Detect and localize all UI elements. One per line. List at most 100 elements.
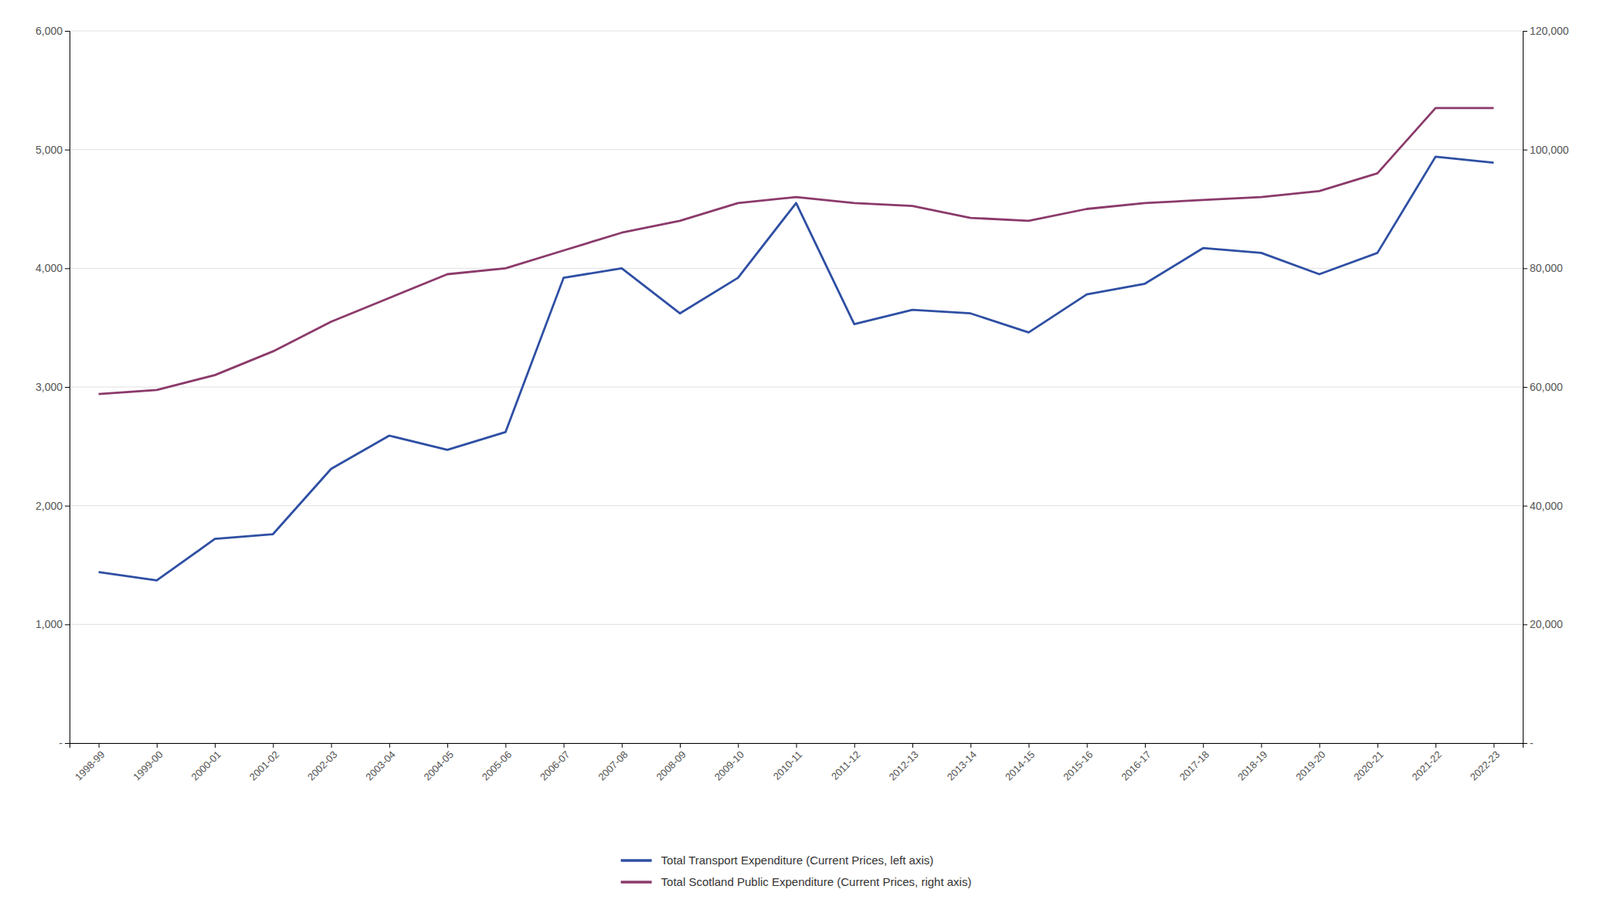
tick-label: 2016-17: [1118, 748, 1153, 783]
tick: -: [58, 737, 70, 750]
tick: 2020-21: [1351, 743, 1386, 783]
tick-mark: [1087, 743, 1088, 748]
tick-mark: [98, 743, 100, 748]
axis-line: [64, 31, 71, 744]
tick-mark: [331, 743, 333, 748]
tick-label: 2009-10: [712, 748, 747, 783]
tick-mark: [1522, 268, 1528, 269]
tick-mark: [1522, 149, 1528, 151]
legend-swatch: [621, 859, 653, 863]
tick-mark: [64, 268, 70, 269]
tick-label: 2011-12: [828, 748, 863, 783]
tick: 2002-03: [305, 743, 340, 783]
tick: 2017-18: [1177, 743, 1212, 783]
tick-label: 120,000: [1529, 24, 1570, 38]
tick: 2016-17: [1118, 743, 1153, 783]
tick-mark: [1435, 743, 1437, 748]
tick: 2,000: [35, 499, 70, 513]
tick-mark: [563, 743, 565, 748]
tick-mark: [854, 743, 856, 748]
legend-label: Total Scotland Public Expenditure (Curre…: [661, 875, 972, 889]
tick-mark: [912, 743, 914, 748]
tick-mark: [1028, 743, 1030, 748]
tick: 2012-13: [886, 743, 921, 783]
tick: 5,000: [35, 143, 70, 157]
tick-mark: [1319, 743, 1321, 748]
tick: 1,000: [35, 618, 70, 631]
tick: 2010-11: [771, 743, 806, 783]
tick-mark: [214, 743, 216, 748]
tick-label: 2018-19: [1235, 748, 1270, 783]
tick-label: 2012-13: [886, 748, 921, 783]
tick-mark: [64, 743, 70, 744]
tick-label: 2006-07: [537, 748, 572, 783]
tick: 2014-15: [1002, 743, 1037, 783]
tick-mark: [64, 149, 70, 151]
tick-mark: [1260, 743, 1262, 748]
tick-label: 5,000: [35, 143, 63, 157]
tick-label: 1998-99: [72, 748, 107, 783]
tick-label: 2015-16: [1060, 748, 1095, 783]
legend-item: Total Scotland Public Expenditure (Curre…: [621, 875, 972, 889]
tick: 2022-23: [1467, 743, 1502, 783]
tick: 60,000: [1522, 380, 1563, 394]
tick-mark: [796, 743, 798, 748]
tick-mark: [679, 743, 681, 748]
legend-swatch: [621, 880, 653, 884]
tick-label: 2022-23: [1467, 748, 1502, 783]
tick-label: 20,000: [1529, 618, 1563, 631]
tick: 3,000: [35, 380, 70, 394]
tick-mark: [447, 743, 449, 748]
tick: -: [1522, 737, 1534, 750]
tick: 6,000: [35, 24, 70, 38]
tick: 2005-06: [479, 743, 514, 783]
tick-label: 4,000: [35, 261, 63, 275]
tick-mark: [505, 743, 507, 748]
grid: [69, 30, 1523, 744]
tick: 2021-22: [1409, 743, 1444, 783]
tick-label: 2,000: [35, 499, 63, 513]
tick-mark: [1522, 387, 1528, 388]
tick-label: 2001-02: [247, 748, 282, 783]
grid-line: [69, 387, 1523, 388]
plot: - 1,000 2,000 3,000 4,000 5,000 6,000 - 20,000 40…: [35, 24, 1570, 783]
tick-mark: [1493, 743, 1495, 748]
tick-mark: [1377, 743, 1379, 748]
lines: [98, 108, 1495, 581]
grid-line: [69, 30, 1523, 32]
tick-mark: [1522, 30, 1528, 32]
tick: 40,000: [1522, 499, 1563, 513]
tick-mark: [1522, 506, 1528, 507]
tick: 2009-10: [712, 743, 747, 783]
tick-mark: [64, 624, 70, 626]
tick-label: 2014-15: [1002, 748, 1037, 783]
x-axis: 1998-991999-002000-012001-022002-032003-…: [70, 743, 1524, 783]
tick-mark: [970, 743, 972, 748]
tick: 1999-00: [130, 743, 165, 783]
grid-line: [69, 624, 1523, 626]
tick: 2006-07: [537, 743, 572, 783]
tick-label: 40,000: [1529, 499, 1563, 513]
tick: 20,000: [1522, 618, 1563, 631]
tick-label: 2000-01: [189, 748, 224, 783]
chart: - 1,000 2,000 3,000 4,000 5,000 6,000 - 20,000 40…: [0, 0, 1600, 913]
series-line: [98, 108, 1495, 395]
tick-label: 2008-09: [653, 748, 688, 783]
tick: 2001-02: [247, 743, 282, 783]
tick-label: 2013-14: [944, 748, 979, 783]
tick: 2007-08: [595, 743, 630, 783]
tick-mark: [64, 506, 70, 507]
tick: 2018-19: [1235, 743, 1270, 783]
tick-label: 60,000: [1529, 380, 1563, 394]
tick-label: 2019-20: [1293, 748, 1328, 783]
tick: 1998-99: [72, 743, 107, 783]
tick-label: 1999-00: [130, 748, 165, 783]
tick-label: 3,000: [35, 380, 63, 394]
tick-label: -: [58, 737, 63, 750]
tick: 2011-12: [828, 743, 863, 783]
tick-label: 2017-18: [1177, 748, 1212, 783]
tick-mark: [621, 743, 623, 748]
tick: 120,000: [1522, 24, 1570, 38]
tick: 2004-05: [421, 743, 456, 783]
tick-mark: [272, 743, 274, 748]
